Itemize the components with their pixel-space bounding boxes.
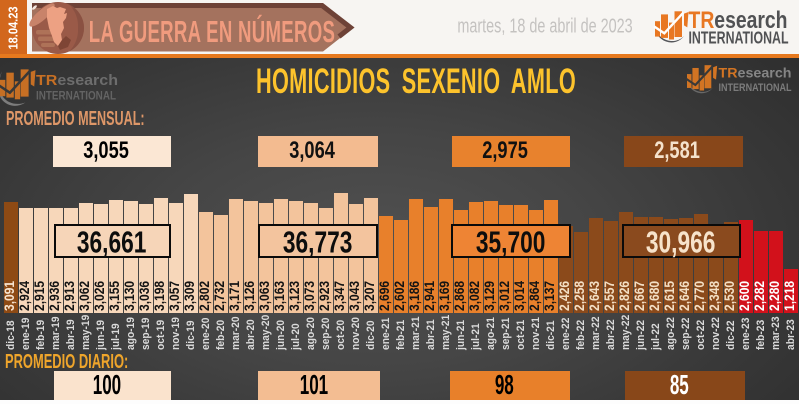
svg-text:INTERNATIONAL: INTERNATIONAL — [689, 27, 789, 47]
svg-text:INTERNATIONAL: INTERNATIONAL — [719, 82, 792, 94]
svg-text:TResearch: TResearch — [689, 7, 788, 34]
svg-text:TResearch: TResearch — [36, 73, 118, 89]
svg-text:INTERNATIONAL: INTERNATIONAL — [36, 91, 116, 103]
svg-text:TResearch: TResearch — [719, 66, 792, 81]
